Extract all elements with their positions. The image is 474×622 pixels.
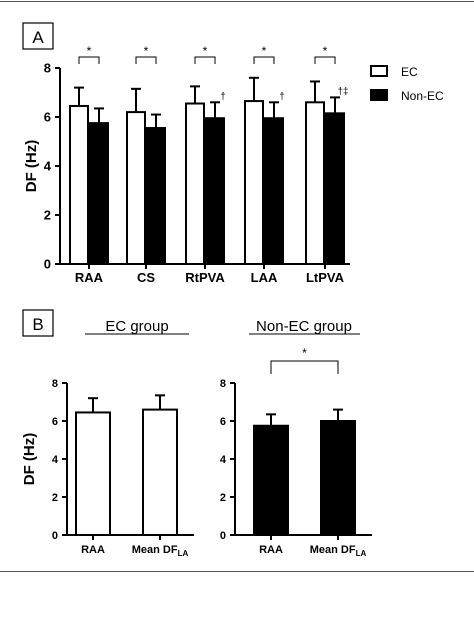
panel-a-sig-bracket xyxy=(194,56,216,64)
panel-a-bar-nonec xyxy=(146,127,166,265)
panel-a-x-tick-label: RtPVA xyxy=(185,270,225,285)
panel-b-ec-title: EC group xyxy=(105,318,168,335)
panel-b-nonec-y-tick-label: 8 xyxy=(220,378,226,390)
panel-b-ec-bar xyxy=(142,408,178,537)
panel-a-y-tick-label: 8 xyxy=(44,61,51,76)
panel-a-sig-bracket-star: * xyxy=(262,44,267,58)
panel-b-ec-bar xyxy=(75,411,111,537)
panel-b-label-box xyxy=(22,309,54,337)
panel-b-ec-y-tick-label: 6 xyxy=(52,416,58,428)
panel-b-ec-x-tick-text: RAA xyxy=(81,544,105,556)
panel-b-ec-x-tick-label: RAA xyxy=(81,544,105,556)
panel-a-x-tick-label: RAA xyxy=(75,270,104,285)
panel-b-ec-y-tick-label: 8 xyxy=(52,378,58,390)
panel-b-nonec-title: Non-EC group xyxy=(256,318,352,335)
panel-a-bar-nonec xyxy=(205,117,225,265)
panel-a-y-tick-label: 0 xyxy=(44,257,51,272)
legend-swatch-nonec xyxy=(370,89,388,101)
panel-b-sig-bracket xyxy=(270,360,339,374)
panel-a-x-tick-label: CS xyxy=(137,270,155,285)
panel-a-sig-bracket-star: * xyxy=(323,44,328,58)
panel-b-y-label: DF (Hz) xyxy=(21,433,38,486)
panel-b-nonec-y-tick-label: 4 xyxy=(220,454,227,466)
panel-a-sig-bracket-star: * xyxy=(144,44,149,58)
panel-a-bar-ec xyxy=(69,104,89,265)
panel-b-nonec-y-tick-label: 2 xyxy=(220,492,226,504)
panel-a-annotation: † xyxy=(220,91,226,102)
bottom-border xyxy=(0,571,474,572)
panel-a-x-tick-label: LAA xyxy=(251,270,278,285)
panel-b-nonec-x-tick-text: RAA xyxy=(259,544,283,556)
top-border xyxy=(0,1,474,2)
panel-a-label-box xyxy=(22,22,54,50)
panel-b-nonec-x-tick-text: Mean DF xyxy=(310,544,356,556)
panel-b-nonec-x-tick-subscript: LA xyxy=(356,549,367,558)
panel-a-annotation: † xyxy=(279,91,285,102)
panel-a-sig-bracket xyxy=(78,56,100,64)
panel-a-y-tick-label: 2 xyxy=(44,208,51,223)
panel-a-sig-bracket xyxy=(314,56,336,64)
panel-b-nonec-y-tick-label: 6 xyxy=(220,416,226,428)
panel-b: B EC group Non-EC group DF (Hz) 0 2 4 6 8 RAA Mean… xyxy=(21,309,372,558)
panel-a-bar-ec xyxy=(305,101,325,265)
panel-b-ec-y-tick-label: 4 xyxy=(52,454,59,466)
panel-a-y-tick-label: 6 xyxy=(44,110,51,125)
panel-a-sig-bracket-star: * xyxy=(87,44,92,58)
panel-a-y-label: DF (Hz) xyxy=(23,140,40,193)
legend-swatch-ec xyxy=(370,65,388,77)
panel-b-nonec-x-tick-label: Mean DFLA xyxy=(310,544,367,558)
legend-label-ec: EC xyxy=(401,65,418,79)
panel-b-ec-x-tick-subscript: LA xyxy=(178,549,189,558)
panel-a-bar-ec xyxy=(126,111,146,265)
panel-a: A 0 2 4 6 8 DF (Hz) RAA * CS * RtPVA * † LAA * † LtPVA * †‡… xyxy=(22,22,444,285)
panel-b-nonec-y-tick-label: 0 xyxy=(220,530,226,542)
panel-b-sig-star: * xyxy=(302,346,307,360)
panel-a-label: A xyxy=(32,28,44,47)
panel-a-sig-bracket xyxy=(253,56,275,64)
panel-a-sig-bracket xyxy=(135,56,157,64)
panel-a-y-tick-label: 4 xyxy=(44,159,52,174)
panel-b-ec-y-tick-label: 0 xyxy=(52,530,58,542)
panel-b-nonec-bar xyxy=(253,424,289,536)
panel-a-sig-bracket-star: * xyxy=(203,44,208,58)
legend-label-nonec: Non-EC xyxy=(401,89,444,103)
panel-a-bar-ec xyxy=(185,102,205,266)
panel-b-ec-y-tick-label: 2 xyxy=(52,492,58,504)
panel-b-ec-x-tick-label: Mean DFLA xyxy=(132,544,189,558)
panel-a-bar-nonec xyxy=(89,122,109,265)
panel-b-nonec-bar xyxy=(320,420,356,536)
panel-b-ec-x-tick-text: Mean DF xyxy=(132,544,178,556)
panel-a-annotation: †‡ xyxy=(337,86,348,97)
panel-a-x-tick-label: LtPVA xyxy=(306,270,345,285)
panel-a-bar-nonec xyxy=(325,112,345,265)
panel-b-label: B xyxy=(32,315,43,334)
panel-a-bar-nonec xyxy=(264,117,284,265)
panel-b-nonec-x-tick-label: RAA xyxy=(259,544,283,556)
panel-a-bar-ec xyxy=(244,100,264,265)
